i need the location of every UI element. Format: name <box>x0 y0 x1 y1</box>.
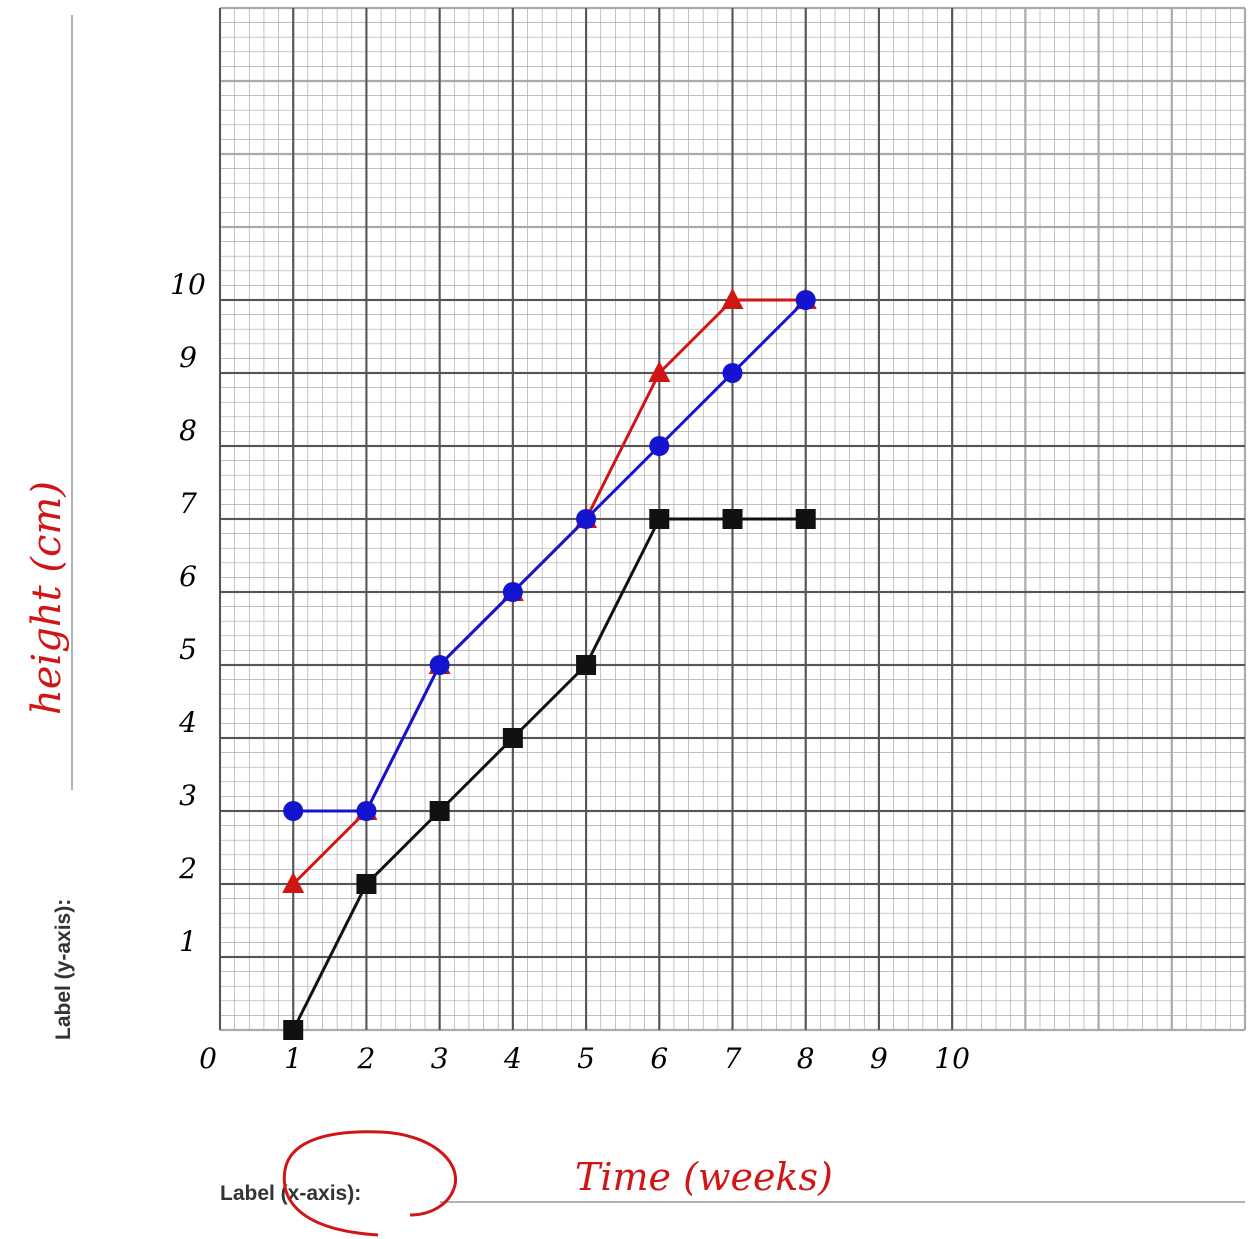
marker <box>503 582 523 602</box>
x-tick-label: 6 <box>650 1042 668 1075</box>
marker <box>283 801 303 821</box>
y-axis-title: height (cm) <box>24 481 70 715</box>
marker <box>503 728 523 748</box>
marker <box>723 363 743 383</box>
marker <box>283 1020 303 1040</box>
x-tick-label: 8 <box>797 1042 815 1075</box>
marker <box>430 655 450 675</box>
marker <box>576 509 596 529</box>
chart: Label (y-axis): height (cm) Label (x-axi… <box>0 0 1256 1239</box>
marker <box>649 436 669 456</box>
y-tick-label: 2 <box>178 852 197 885</box>
x-tick-label: 4 <box>503 1042 522 1075</box>
series-line <box>293 519 806 1030</box>
x-axis-title: Time (weeks) <box>575 1155 833 1199</box>
x-tick-label: 0 <box>199 1042 217 1075</box>
y-tick-label: 9 <box>179 341 197 374</box>
x-tick-label: 1 <box>284 1042 302 1075</box>
y-tick-label: 6 <box>179 560 197 593</box>
y-tick-label: 8 <box>179 414 197 447</box>
x-tick-label: 5 <box>577 1042 595 1075</box>
x-tick-label: 2 <box>357 1042 376 1075</box>
marker <box>356 874 376 894</box>
x-tick-label: 10 <box>934 1042 970 1075</box>
y-tick-label: 3 <box>179 779 197 812</box>
y-tick-label: 10 <box>170 268 206 301</box>
marker <box>430 801 450 821</box>
y-tick-label: 5 <box>179 633 197 666</box>
y-tick-label: 4 <box>178 706 197 739</box>
marker <box>356 801 376 821</box>
marker <box>796 290 816 310</box>
marker <box>576 655 596 675</box>
marker <box>723 509 743 529</box>
marker <box>649 509 669 529</box>
x-tick-label: 7 <box>724 1042 742 1075</box>
marker <box>796 509 816 529</box>
y-tick-label: 1 <box>179 925 197 958</box>
y-tick-label: 7 <box>179 487 197 520</box>
y-form-label: Label (y-axis): <box>52 899 75 1040</box>
x-tick-label: 9 <box>870 1042 888 1075</box>
x-tick-label: 3 <box>431 1042 449 1075</box>
